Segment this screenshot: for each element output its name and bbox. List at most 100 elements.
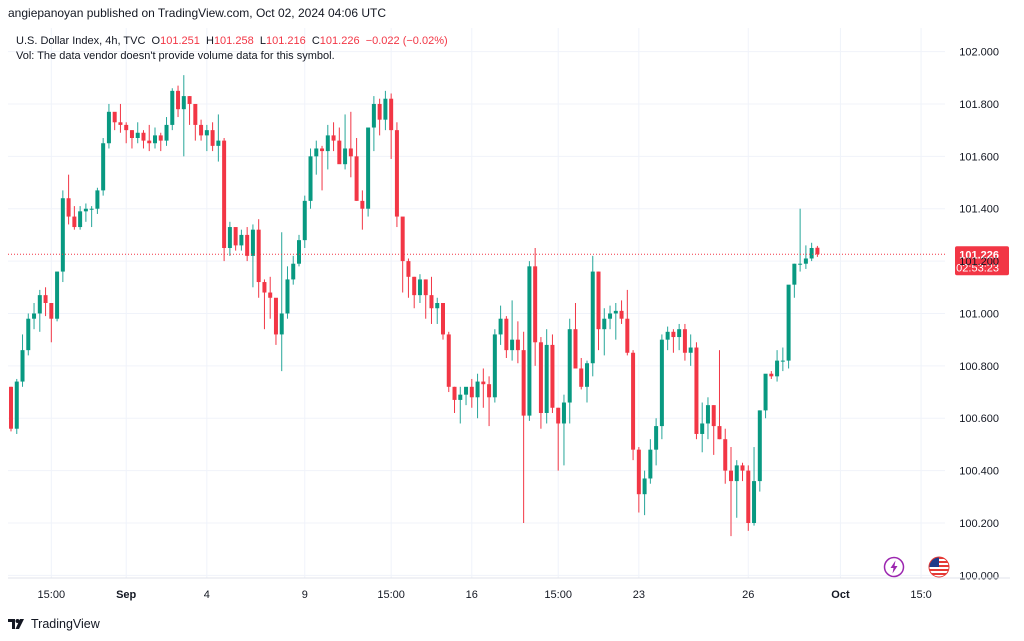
candle-up [590, 255, 595, 377]
candle-up [291, 255, 296, 285]
price-tag-box [955, 246, 1009, 276]
candle-body [406, 261, 411, 277]
tradingview-footer[interactable]: TradingView [8, 612, 100, 636]
candle-up [297, 234, 301, 267]
candle-up [752, 447, 757, 526]
candle-up [705, 397, 710, 440]
candle-body [354, 156, 359, 201]
candle-down [400, 216, 405, 293]
candle-body [360, 200, 365, 209]
x-tick-label: 26 [742, 589, 754, 601]
candle-down [682, 323, 687, 361]
x-tick-label: 15:00 [544, 589, 572, 601]
price-axis[interactable]: 102.000 101.800 101.600 101.400 101.200 101.0… [959, 47, 999, 583]
candle-body [573, 329, 578, 369]
candle-body [521, 350, 526, 416]
candle-up [798, 208, 803, 272]
legend-open-label: O [151, 35, 161, 47]
candle-body [538, 342, 543, 413]
candle-up [101, 138, 106, 196]
x-tick-label: 15:00 [377, 589, 405, 601]
candle-body [383, 98, 388, 120]
candle-body [550, 344, 555, 408]
candle-up [314, 140, 319, 175]
candle-down [331, 122, 336, 152]
x-tick-label: 16 [466, 589, 478, 601]
candle-up [475, 373, 480, 419]
y-tick-label: 100.800 [959, 361, 999, 373]
candle-up [665, 326, 670, 351]
candle-body [273, 297, 278, 335]
candle-down [729, 447, 733, 537]
candle-body [717, 426, 722, 440]
candle-body [245, 234, 250, 256]
candle-up [239, 229, 244, 251]
lightning-icon[interactable] [883, 556, 905, 583]
time-axis[interactable]: 15:00 Sep 4 9 15:00 16 15:00 23 26 Oct 15:0 [8, 577, 1010, 601]
candle-body [619, 310, 624, 319]
candle-body [124, 124, 129, 131]
candle-body [648, 449, 653, 479]
candle-body [89, 208, 94, 210]
publisher-line: angiepanoyan published on TradingView.co… [8, 6, 387, 20]
us-flag-icon[interactable] [928, 556, 950, 583]
candle-body [377, 103, 382, 120]
candle-up [809, 242, 814, 262]
candle-body [705, 405, 710, 424]
candle-up [700, 402, 705, 453]
candle-body [527, 266, 532, 416]
x-tick-label: 15:00 [38, 589, 66, 601]
candle-body [181, 96, 186, 110]
candle-up [677, 323, 682, 351]
candle-down [389, 93, 394, 159]
candle-body [654, 426, 659, 450]
candle-body [43, 295, 48, 303]
candle-down [199, 119, 204, 141]
candle-body [193, 103, 198, 125]
candle-down [320, 145, 325, 191]
candle-body [337, 140, 342, 165]
tradingview-logo-icon [8, 617, 26, 631]
candle-body [325, 135, 330, 152]
candle-body [135, 132, 140, 138]
candle-body [711, 405, 716, 427]
candle-body [66, 198, 71, 217]
y-tick-label: 101.400 [959, 204, 999, 216]
candle-body [118, 122, 123, 125]
candle-up [458, 386, 463, 424]
y-tick-label: 100.000 [959, 570, 999, 582]
candle-up [26, 313, 31, 356]
candle-body [613, 310, 618, 314]
candle-body [101, 143, 106, 191]
y-tick-label: 100.600 [959, 413, 999, 425]
candle-body [389, 98, 394, 131]
legend-low-label: L [259, 35, 266, 47]
candle-up [608, 305, 613, 330]
candle-down [360, 190, 365, 230]
price-tag-price: 101.226 [959, 249, 999, 261]
candle-down [452, 386, 457, 413]
candle-down [481, 368, 486, 408]
candle-down [769, 371, 774, 379]
candle-up [435, 297, 440, 324]
candle-down [521, 331, 526, 523]
candle-body [158, 135, 163, 141]
candle-body [55, 271, 60, 319]
candle-body [590, 271, 595, 364]
candle-up [659, 334, 664, 440]
legend-close-label: C [311, 35, 320, 47]
candle-body [14, 381, 19, 429]
candle-body [446, 334, 451, 387]
candle-body [631, 352, 636, 450]
candle-body [746, 470, 751, 523]
candle-body [487, 384, 492, 398]
candle-down [406, 258, 411, 298]
candle-up [417, 274, 422, 303]
candle-up [383, 90, 388, 131]
candle-body [141, 132, 146, 141]
candle-body [129, 130, 134, 138]
candle-down [550, 334, 555, 413]
